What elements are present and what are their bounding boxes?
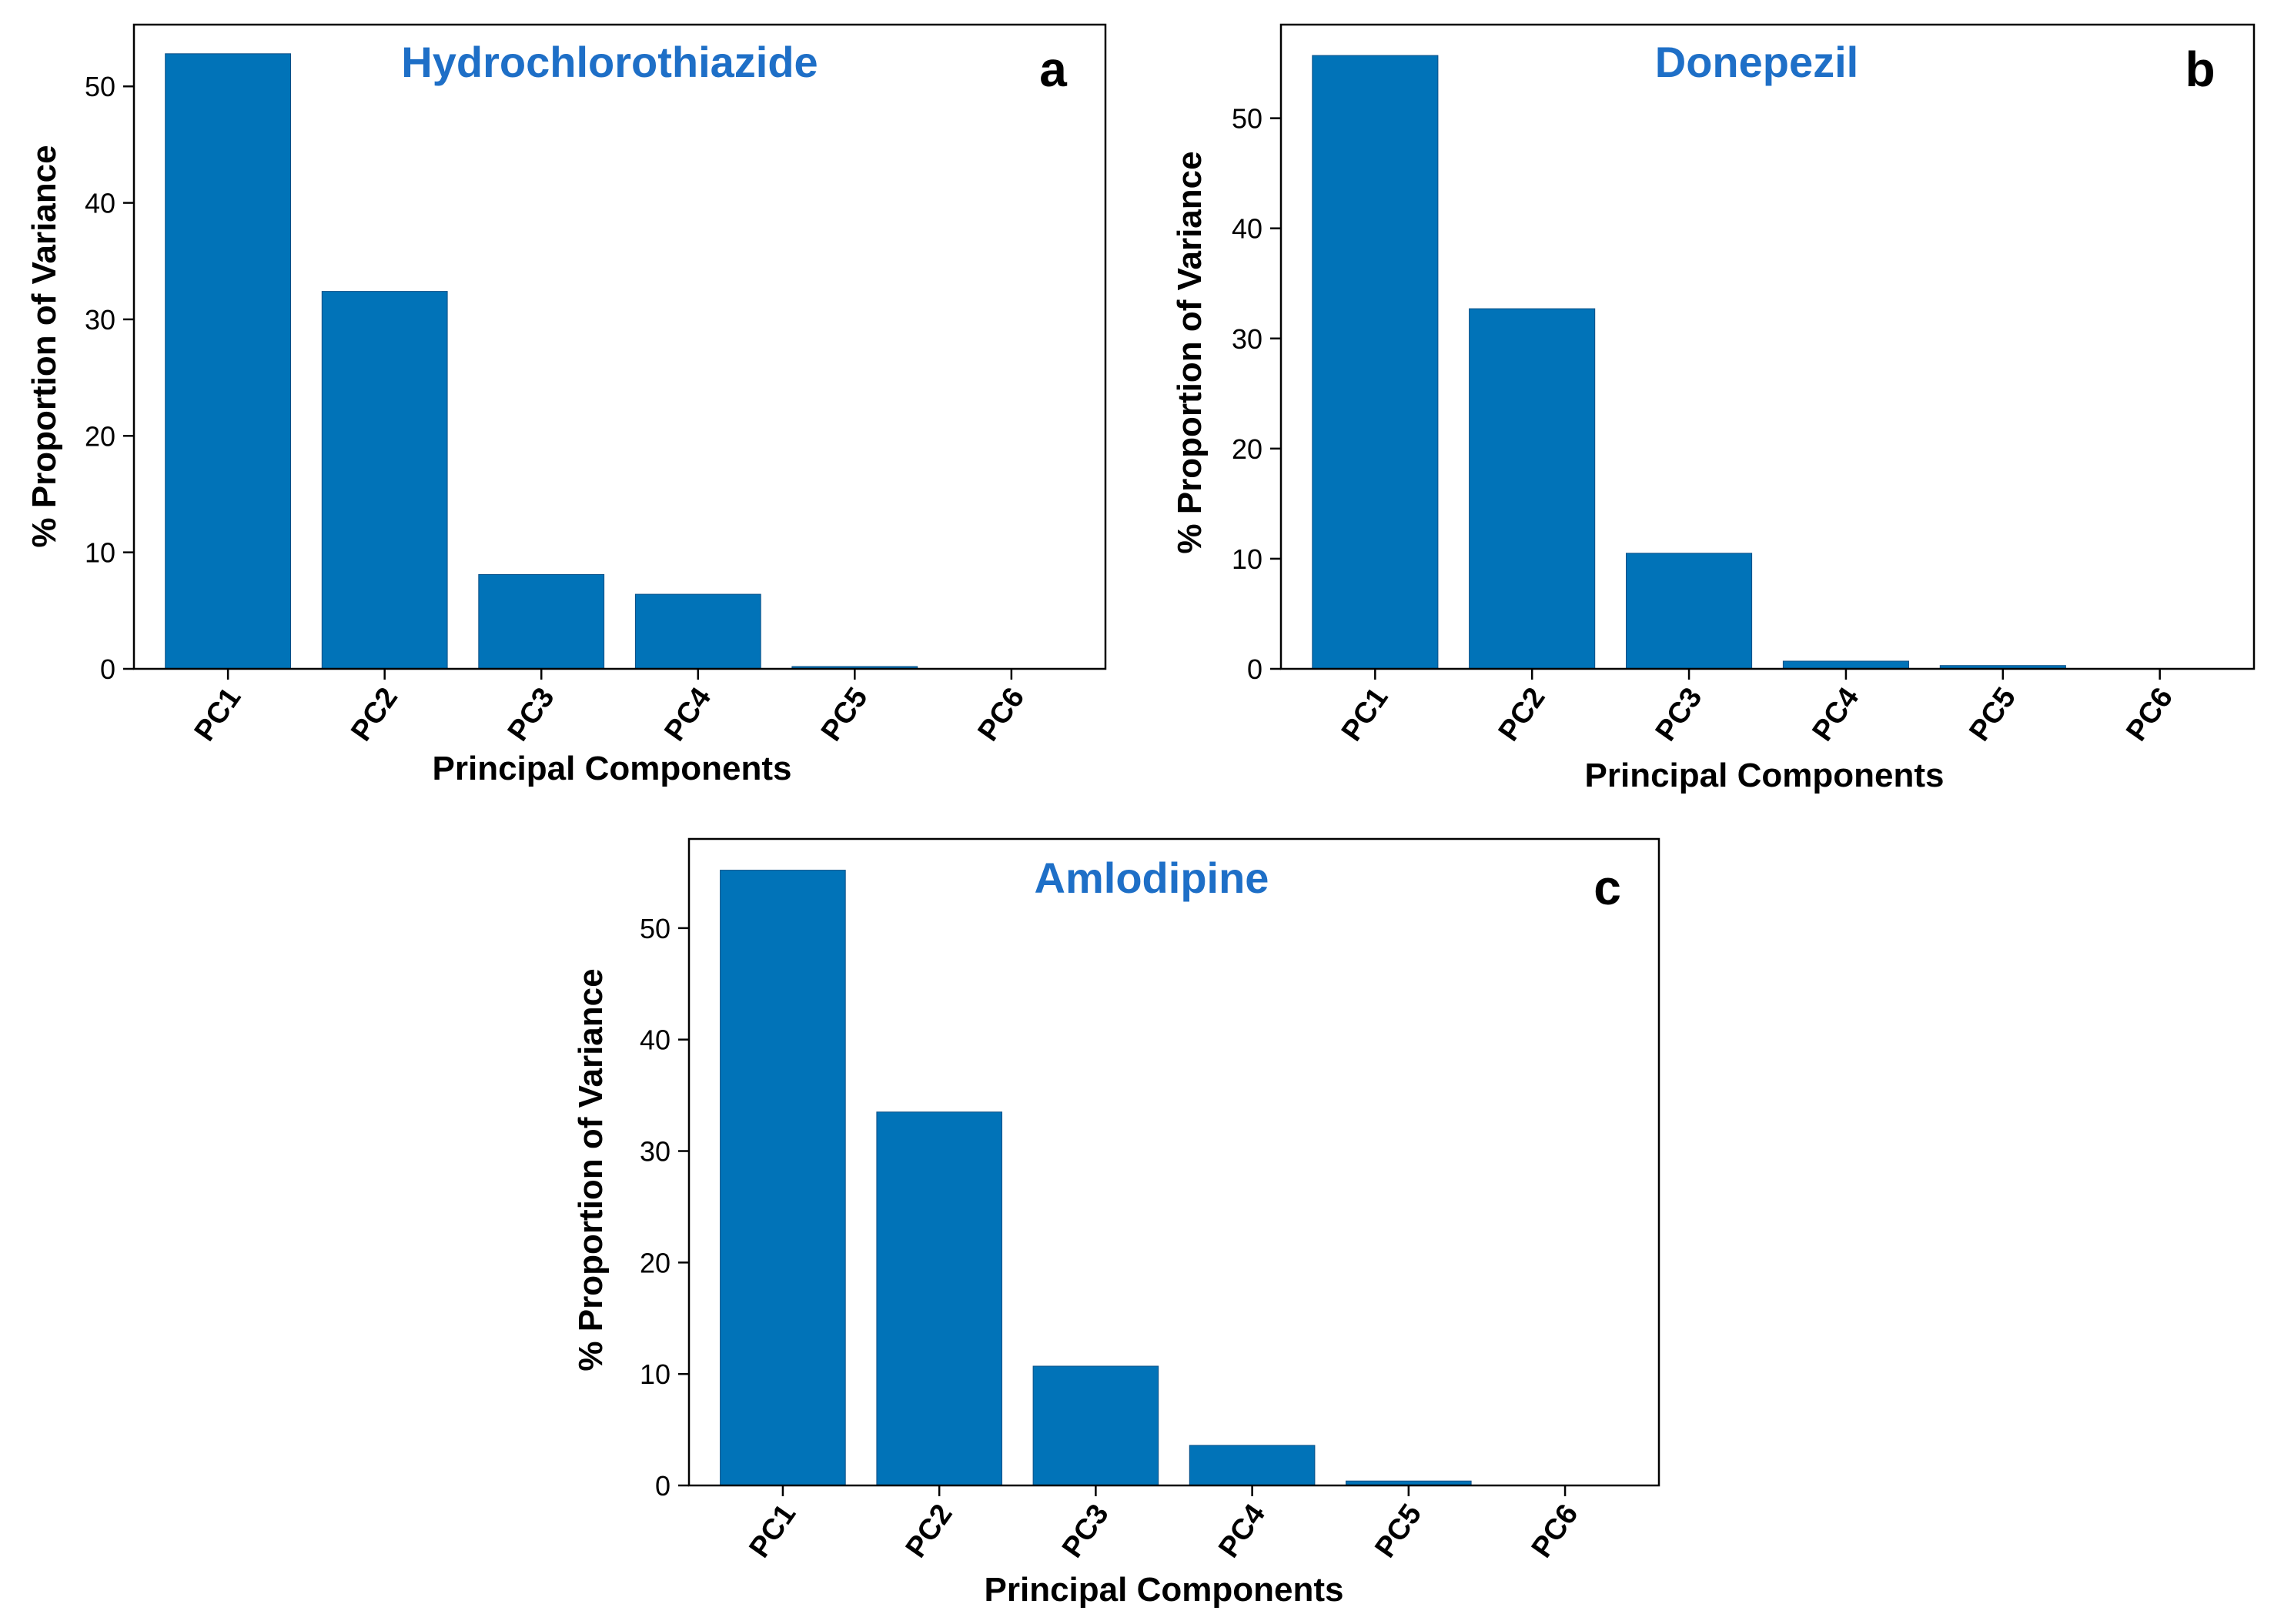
x-tick-label-a: PC4 [658, 682, 717, 747]
bar-a-pc4 [634, 593, 761, 670]
x-tick-label-c: PC1 [743, 1499, 802, 1564]
y-ticks-c: 0 10 20 30 40 50 [640, 913, 689, 1502]
bar-b-pc1 [1312, 55, 1439, 670]
y-tick-label-a: 30 [85, 304, 115, 336]
x-ticks-a: PC1 PC2 PC3 PC4 PC5 PC6 [189, 669, 1031, 747]
x-tick-label-b: PC6 [2120, 682, 2179, 747]
panel-letter-c: c [1593, 860, 1621, 915]
chart-title-c: Amlodipine [1035, 854, 1269, 902]
y-tick-label-a: 40 [85, 188, 115, 219]
y-axis-label-c: % Proportion of Variance [572, 968, 610, 1371]
y-tick-label-c: 20 [640, 1247, 670, 1278]
bar-c-pc4 [1189, 1445, 1316, 1486]
x-axis-label-b: Principal Components [1585, 757, 1945, 794]
y-tick-label-b: 50 [1232, 103, 1262, 135]
bar-c-pc2 [876, 1111, 1003, 1486]
y-tick-label-a: 0 [100, 653, 115, 685]
x-tick-label-c: PC6 [1526, 1499, 1585, 1564]
x-tick-label-a: PC6 [971, 682, 1031, 747]
bar-a-pc2 [321, 291, 448, 670]
y-axis-label-a: % Proportion of Variance [25, 145, 63, 547]
x-tick-label-c: PC4 [1212, 1499, 1272, 1564]
y-tick-label-a: 50 [85, 71, 115, 102]
chart-panel-c: 0 10 20 30 40 50 PC1 PC2 PC3 PC4 PC5 PC6 Amlodipin… [572, 837, 1660, 1609]
chart-title-a: Hydrochlorothiazide [401, 38, 818, 86]
chart-title-b: Donepezil [1655, 38, 1858, 86]
plot-frame-a [132, 23, 1107, 670]
bar-a-pc3 [478, 573, 605, 670]
x-tick-label-b: PC3 [1650, 682, 1709, 747]
x-tick-label-b: PC2 [1493, 682, 1552, 747]
plot-frame-c [687, 837, 1660, 1487]
y-ticks-b: 0 10 20 30 40 50 [1232, 103, 1281, 685]
chart-panel-a: 0 10 20 30 40 50 PC1 PC2 PC3 PC4 PC5 PC6 Hydrochlo… [25, 23, 1107, 787]
x-tick-label-b: PC5 [1963, 682, 2022, 747]
panel-letter-b: b [2185, 42, 2215, 97]
bar-b-pc3 [1626, 553, 1753, 670]
x-ticks-c: PC1 PC2 PC3 PC4 PC5 PC6 [743, 1485, 1584, 1564]
x-tick-label-a: PC3 [502, 682, 561, 747]
bar-c-pc1 [720, 870, 846, 1486]
bar-b-pc2 [1469, 308, 1596, 670]
y-tick-label-c: 0 [655, 1470, 670, 1502]
y-ticks-a: 0 10 20 30 40 50 [85, 71, 134, 685]
y-tick-label-b: 0 [1247, 653, 1262, 685]
y-tick-label-b: 20 [1232, 433, 1262, 465]
y-tick-label-c: 30 [640, 1136, 670, 1168]
x-tick-label-c: PC2 [900, 1499, 959, 1564]
chart-panel-b: 0 10 20 30 40 50 PC1 PC2 PC3 PC4 PC5 PC6 Donepezil… [1171, 23, 2256, 794]
y-tick-label-a: 10 [85, 537, 115, 569]
y-tick-label-c: 50 [640, 913, 670, 944]
y-tick-label-b: 10 [1232, 543, 1262, 575]
x-ticks-b: PC1 PC2 PC3 PC4 PC5 PC6 [1336, 669, 2179, 747]
bars-a [165, 53, 918, 670]
x-tick-label-c: PC3 [1056, 1499, 1115, 1564]
bar-c-pc3 [1032, 1365, 1159, 1486]
y-tick-label-c: 10 [640, 1358, 670, 1390]
y-tick-label-b: 30 [1232, 323, 1262, 355]
panel-letter-a: a [1039, 42, 1067, 97]
x-tick-label-a: PC1 [189, 682, 248, 747]
y-tick-label-b: 40 [1232, 213, 1262, 245]
bar-a-pc1 [165, 53, 291, 670]
y-axis-label-b: % Proportion of Variance [1171, 151, 1209, 553]
x-axis-label-c: Principal Components [985, 1571, 1344, 1609]
y-tick-label-c: 40 [640, 1024, 670, 1056]
bar-b-pc4 [1782, 660, 1909, 670]
y-tick-label-a: 20 [85, 420, 115, 452]
x-tick-label-a: PC5 [815, 682, 874, 747]
bars-c [720, 870, 1472, 1486]
x-axis-label-a: Principal Components [433, 750, 792, 787]
x-tick-label-c: PC5 [1369, 1499, 1428, 1564]
bars-b [1312, 55, 2066, 670]
x-tick-label-b: PC1 [1336, 682, 1395, 747]
x-tick-label-a: PC2 [345, 682, 404, 747]
plot-frame-b [1279, 23, 2256, 670]
x-tick-label-b: PC4 [1806, 682, 1865, 747]
